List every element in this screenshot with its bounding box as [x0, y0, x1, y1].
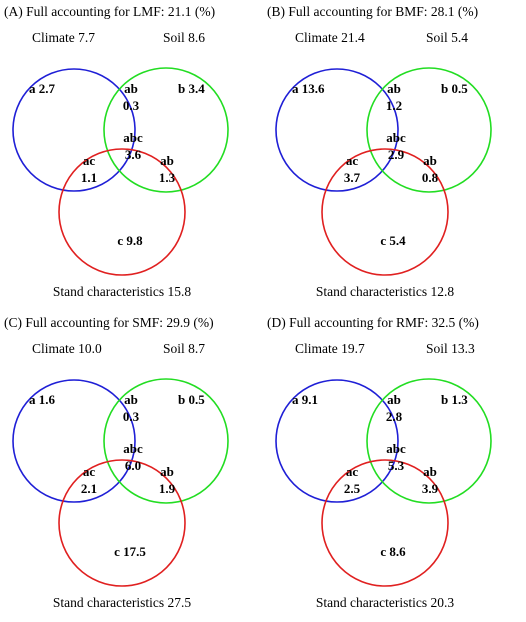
- region-ac-value: 3.7: [344, 170, 361, 185]
- stand-characteristics-circle: [321, 459, 449, 587]
- region-ab-value: 0.3: [123, 409, 140, 424]
- region-abc-name: abc: [123, 130, 143, 145]
- soil-circle: [103, 378, 229, 504]
- region-bc-value: 3.9: [422, 481, 439, 496]
- region-abc-name: abc: [386, 441, 406, 456]
- region-ab-value: 1.2: [386, 98, 402, 113]
- region-abc-value: 6.0: [125, 458, 141, 473]
- stand-characteristics-circle: [321, 148, 449, 276]
- soil-circle: [103, 67, 229, 193]
- region-ac-name: ac: [346, 464, 359, 479]
- region-bc-name: ab: [423, 153, 437, 168]
- region-bc-name: ab: [160, 464, 174, 479]
- venn-panel-4: (D) Full accounting for RMF: 32.5 (%) Cl…: [267, 315, 492, 610]
- soil-circle: [366, 378, 492, 504]
- region-a-label: a 1.6: [29, 392, 56, 407]
- region-ac-value: 2.5: [344, 481, 361, 496]
- climate-circle: [275, 379, 399, 503]
- region-ac-name: ac: [83, 464, 96, 479]
- panel-title: (B) Full accounting for BMF: 28.1 (%): [267, 4, 478, 19]
- panel-title: (C) Full accounting for SMF: 29.9 (%): [4, 315, 214, 330]
- region-c-label: c 8.6: [380, 544, 406, 559]
- region-a-label: a 13.6: [292, 81, 325, 96]
- region-bc-value: 1.9: [159, 481, 176, 496]
- region-bc-name: ab: [160, 153, 174, 168]
- region-b-label: b 1.3: [441, 392, 468, 407]
- region-abc-name: abc: [386, 130, 406, 145]
- venn-panel-2: (B) Full accounting for BMF: 28.1 (%) Cl…: [267, 4, 492, 299]
- region-abc-value: 5.3: [388, 458, 405, 473]
- climate-circle: [275, 68, 399, 192]
- climate-set-label: Climate 21.4: [295, 30, 365, 45]
- region-ab-name: ab: [387, 81, 401, 96]
- region-abc-value: 3.6: [125, 147, 142, 162]
- climate-circle: [12, 379, 136, 503]
- region-b-label: b 3.4: [178, 81, 205, 96]
- region-c-label: c 5.4: [380, 233, 406, 248]
- region-a-label: a 2.7: [29, 81, 56, 96]
- climate-circle: [12, 68, 136, 192]
- venn-panel-1: (A) Full accounting for LMF: 21.1 (%) Cl…: [4, 4, 229, 299]
- panel-title: (D) Full accounting for RMF: 32.5 (%): [267, 315, 479, 330]
- region-ab-name: ab: [387, 392, 401, 407]
- soil-set-label: Soil 8.7: [163, 341, 205, 356]
- region-ac-value: 1.1: [81, 170, 97, 185]
- region-a-label: a 9.1: [292, 392, 318, 407]
- venn-panel-3: (C) Full accounting for SMF: 29.9 (%) Cl…: [4, 315, 229, 610]
- region-bc-name: ab: [423, 464, 437, 479]
- region-b-label: b 0.5: [441, 81, 468, 96]
- region-c-label: c 9.8: [117, 233, 143, 248]
- region-ab-name: ab: [124, 81, 138, 96]
- region-ab-value: 0.3: [123, 98, 140, 113]
- region-c-label: c 17.5: [114, 544, 146, 559]
- stand-set-label: Stand characteristics 27.5: [53, 595, 192, 610]
- climate-set-label: Climate 10.0: [32, 341, 102, 356]
- stand-set-label: Stand characteristics 15.8: [53, 284, 192, 299]
- soil-circle: [366, 67, 492, 193]
- region-bc-value: 1.3: [159, 170, 176, 185]
- stand-set-label: Stand characteristics 20.3: [316, 595, 455, 610]
- soil-set-label: Soil 5.4: [426, 30, 468, 45]
- stand-set-label: Stand characteristics 12.8: [316, 284, 455, 299]
- region-ac-value: 2.1: [81, 481, 97, 496]
- region-b-label: b 0.5: [178, 392, 205, 407]
- panel-title: (A) Full accounting for LMF: 21.1 (%): [4, 4, 215, 19]
- region-abc-value: 2.9: [388, 147, 405, 162]
- soil-set-label: Soil 13.3: [426, 341, 475, 356]
- climate-set-label: Climate 7.7: [32, 30, 95, 45]
- region-bc-value: 0.8: [422, 170, 439, 185]
- stand-characteristics-circle: [58, 148, 186, 276]
- region-ab-value: 2.8: [386, 409, 403, 424]
- region-abc-name: abc: [123, 441, 143, 456]
- stand-characteristics-circle: [58, 459, 186, 587]
- climate-set-label: Climate 19.7: [295, 341, 365, 356]
- soil-set-label: Soil 8.6: [163, 30, 205, 45]
- region-ab-name: ab: [124, 392, 138, 407]
- region-ac-name: ac: [83, 153, 96, 168]
- region-ac-name: ac: [346, 153, 359, 168]
